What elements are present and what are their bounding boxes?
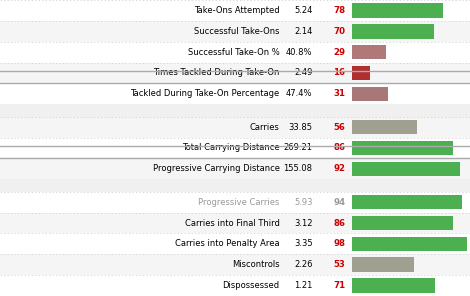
Bar <box>352 162 460 176</box>
Text: Progressive Carries: Progressive Carries <box>198 198 280 207</box>
Text: Times Tackled During Take-On: Times Tackled During Take-On <box>153 68 280 78</box>
Text: 3.12: 3.12 <box>294 218 313 228</box>
Text: 155.08: 155.08 <box>283 164 313 173</box>
Bar <box>0 0 470 21</box>
Text: Miscontrols: Miscontrols <box>232 260 280 269</box>
Bar <box>352 86 388 101</box>
Text: 86: 86 <box>333 218 345 228</box>
Text: 2.14: 2.14 <box>294 27 313 36</box>
Bar <box>0 192 470 213</box>
Bar <box>352 278 435 293</box>
Bar <box>0 234 470 254</box>
Text: Carries: Carries <box>250 123 280 132</box>
Text: 71: 71 <box>333 281 345 290</box>
Text: 3.35: 3.35 <box>294 239 313 248</box>
Bar <box>352 195 462 210</box>
Text: 2.49: 2.49 <box>294 68 313 78</box>
Text: 53: 53 <box>334 260 345 269</box>
Bar <box>0 83 470 104</box>
Bar <box>352 237 467 251</box>
Text: 1.21: 1.21 <box>294 281 313 290</box>
Bar <box>0 254 470 275</box>
Text: 5.24: 5.24 <box>294 6 313 15</box>
Text: 31: 31 <box>333 89 345 98</box>
Text: 47.4%: 47.4% <box>286 89 313 98</box>
Text: Dispossessed: Dispossessed <box>222 281 280 290</box>
Text: 5.93: 5.93 <box>294 198 313 207</box>
Bar <box>352 66 370 80</box>
Text: Carries into Penalty Area: Carries into Penalty Area <box>175 239 280 248</box>
Text: 78: 78 <box>333 6 345 15</box>
Bar <box>352 120 417 134</box>
Bar <box>352 3 443 18</box>
Bar <box>352 258 414 272</box>
Text: Take-Ons Attempted: Take-Ons Attempted <box>194 6 280 15</box>
Text: Tackled During Take-On Percentage: Tackled During Take-On Percentage <box>130 89 280 98</box>
Text: 2.26: 2.26 <box>294 260 313 269</box>
Text: 92: 92 <box>333 164 345 173</box>
Bar <box>352 216 453 230</box>
Text: Progressive Carrying Distance: Progressive Carrying Distance <box>153 164 280 173</box>
Text: 29: 29 <box>333 48 345 57</box>
Text: 16: 16 <box>333 68 345 78</box>
Bar <box>0 62 470 83</box>
Bar <box>0 213 470 234</box>
Bar <box>0 117 470 138</box>
Text: 94: 94 <box>333 198 345 207</box>
Text: Total Carrying Distance: Total Carrying Distance <box>182 144 280 152</box>
Bar <box>352 24 434 38</box>
Text: 86: 86 <box>333 144 345 152</box>
Text: Carries into Final Third: Carries into Final Third <box>185 218 280 228</box>
Text: 56: 56 <box>334 123 345 132</box>
Bar <box>0 42 470 62</box>
Bar <box>0 158 470 179</box>
Text: 33.85: 33.85 <box>289 123 313 132</box>
Bar <box>0 275 470 296</box>
Text: Successful Take-Ons: Successful Take-Ons <box>194 27 280 36</box>
Text: 98: 98 <box>333 239 345 248</box>
Text: 269.21: 269.21 <box>283 144 313 152</box>
Text: 70: 70 <box>333 27 345 36</box>
Text: Successful Take-On %: Successful Take-On % <box>188 48 280 57</box>
Bar <box>352 45 385 59</box>
Bar <box>0 138 470 158</box>
Text: 40.8%: 40.8% <box>286 48 313 57</box>
Bar <box>0 21 470 42</box>
Bar <box>352 141 453 155</box>
